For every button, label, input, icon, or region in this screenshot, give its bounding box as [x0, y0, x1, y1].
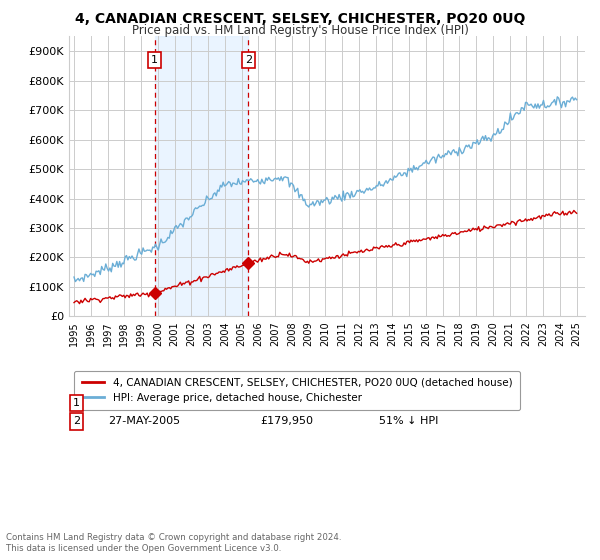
Text: £79,950: £79,950 — [260, 398, 306, 408]
Bar — [155, 36, 248, 316]
Text: £179,950: £179,950 — [260, 417, 313, 426]
Text: Contains HM Land Registry data © Crown copyright and database right 2024.
This d: Contains HM Land Registry data © Crown c… — [6, 533, 341, 553]
Legend: 4, CANADIAN CRESCENT, SELSEY, CHICHESTER, PO20 0UQ (detached house), HPI: Averag: 4, CANADIAN CRESCENT, SELSEY, CHICHESTER… — [74, 371, 520, 410]
Text: Price paid vs. HM Land Registry's House Price Index (HPI): Price paid vs. HM Land Registry's House … — [131, 24, 469, 37]
Text: 1: 1 — [73, 398, 80, 408]
Text: 60% ↓ HPI: 60% ↓ HPI — [379, 398, 438, 408]
Text: 51% ↓ HPI: 51% ↓ HPI — [379, 417, 438, 426]
Text: 27-MAY-2005: 27-MAY-2005 — [108, 417, 180, 426]
Text: 2: 2 — [245, 55, 252, 65]
Text: 2: 2 — [73, 417, 80, 426]
Text: 1: 1 — [151, 55, 158, 65]
Text: 4, CANADIAN CRESCENT, SELSEY, CHICHESTER, PO20 0UQ: 4, CANADIAN CRESCENT, SELSEY, CHICHESTER… — [75, 12, 525, 26]
Text: 22-OCT-1999: 22-OCT-1999 — [108, 398, 181, 408]
